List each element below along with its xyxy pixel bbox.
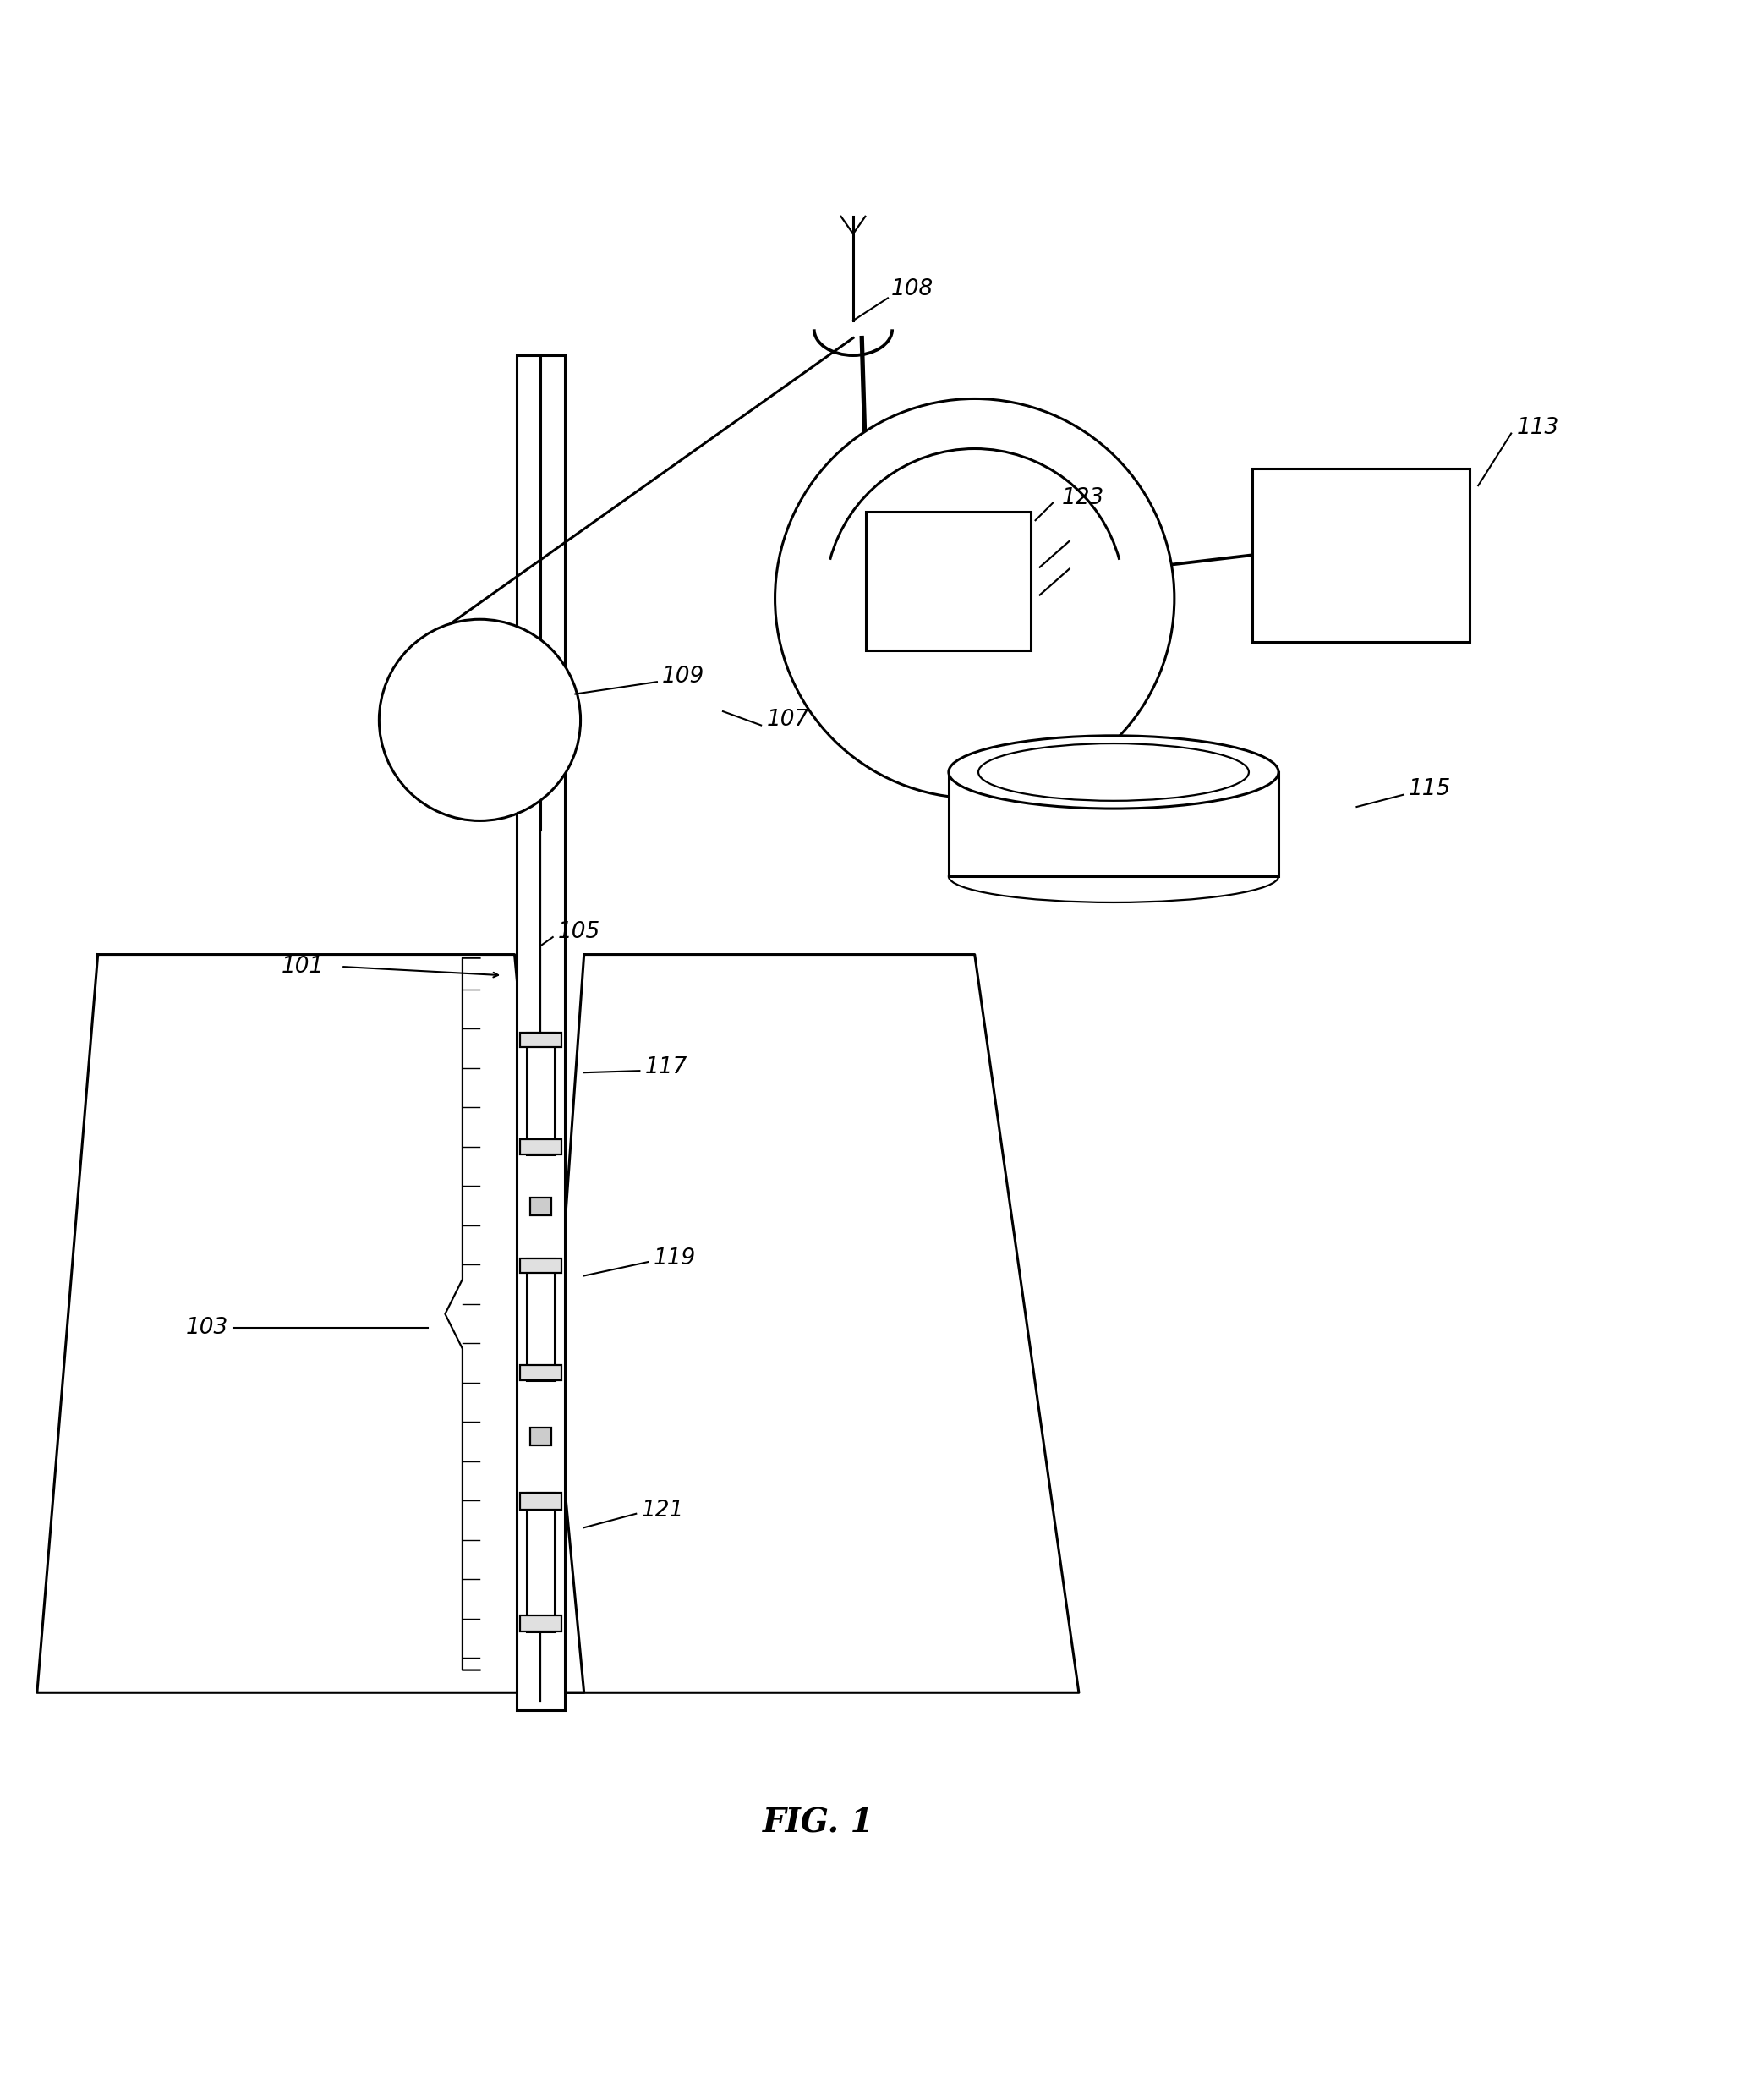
- Polygon shape: [37, 956, 583, 1693]
- Text: 117: 117: [644, 1056, 688, 1079]
- Ellipse shape: [949, 851, 1278, 903]
- Circle shape: [380, 620, 580, 821]
- Bar: [528, 1493, 554, 1632]
- Circle shape: [775, 399, 1175, 798]
- Text: 107: 107: [766, 710, 810, 731]
- Text: 105: 105: [557, 922, 601, 943]
- Ellipse shape: [949, 735, 1278, 809]
- Ellipse shape: [978, 743, 1248, 800]
- Text: 108: 108: [891, 279, 933, 300]
- Text: 123: 123: [1062, 487, 1104, 508]
- Bar: [521, 1365, 561, 1380]
- Text: 119: 119: [653, 1247, 696, 1268]
- Text: 103: 103: [186, 1317, 228, 1340]
- Bar: [531, 1197, 550, 1216]
- Bar: [867, 512, 1031, 651]
- Bar: [521, 1140, 561, 1155]
- Bar: [521, 1033, 561, 1048]
- Text: 101: 101: [280, 956, 324, 979]
- Text: 113: 113: [1516, 418, 1558, 439]
- Bar: [528, 1258, 554, 1380]
- Bar: [528, 1033, 554, 1155]
- Text: 115: 115: [1408, 779, 1452, 800]
- Bar: [521, 1615, 561, 1632]
- Bar: [517, 355, 564, 1709]
- Text: 121: 121: [641, 1499, 684, 1520]
- Bar: [949, 773, 1278, 876]
- Text: FIG. 1: FIG. 1: [763, 1806, 874, 1840]
- Polygon shape: [533, 956, 1079, 1693]
- Text: 109: 109: [662, 666, 705, 687]
- Bar: [531, 1428, 550, 1445]
- Bar: [521, 1493, 561, 1510]
- Bar: [1252, 468, 1469, 643]
- Bar: [521, 1258, 561, 1273]
